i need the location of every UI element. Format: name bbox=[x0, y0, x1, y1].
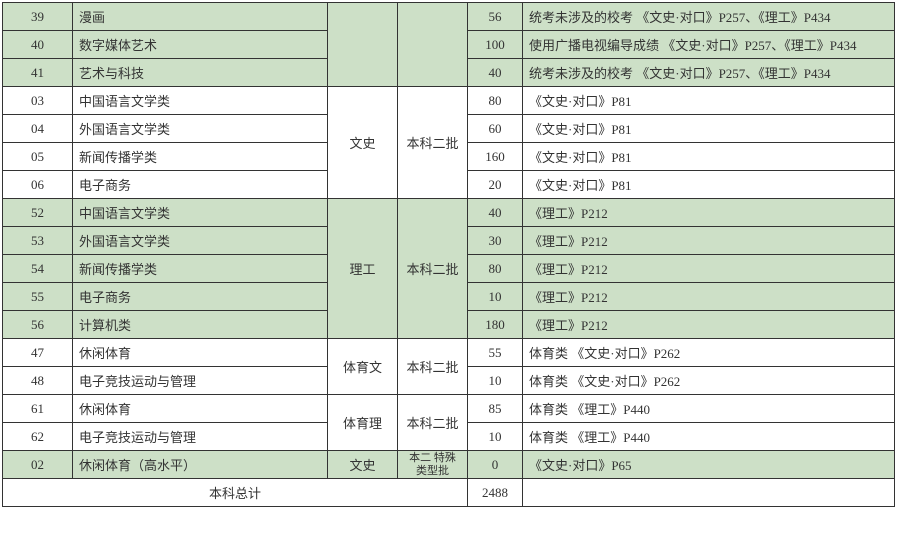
row-major: 电子竞技运动与管理 bbox=[73, 367, 328, 395]
row-major: 艺术与科技 bbox=[73, 59, 328, 87]
row-note: 《文史·对口》P81 bbox=[523, 115, 895, 143]
row-note: 使用广播电视编导成绩 《文史·对口》P257、《理工》P434 bbox=[523, 31, 895, 59]
row-code: 03 bbox=[3, 87, 73, 115]
row-note: 《理工》P212 bbox=[523, 255, 895, 283]
row-category: 理工 bbox=[328, 199, 398, 339]
row-major: 数字媒体艺术 bbox=[73, 31, 328, 59]
row-code: 61 bbox=[3, 395, 73, 423]
row-category: 体育理 bbox=[328, 395, 398, 451]
row-note: 《文史·对口》P81 bbox=[523, 143, 895, 171]
table-row: 61休闲体育体育理本科二批85体育类 《理工》P440 bbox=[3, 395, 895, 423]
row-number: 100 bbox=[468, 31, 523, 59]
row-code: 04 bbox=[3, 115, 73, 143]
row-note: 《理工》P212 bbox=[523, 311, 895, 339]
row-note: 《理工》P212 bbox=[523, 199, 895, 227]
row-number: 20 bbox=[468, 171, 523, 199]
row-major: 电子商务 bbox=[73, 283, 328, 311]
total-row: 本科总计2488 bbox=[3, 479, 895, 507]
table-row: 47休闲体育体育文本科二批55体育类 《文史·对口》P262 bbox=[3, 339, 895, 367]
row-major: 漫画 bbox=[73, 3, 328, 31]
row-number: 30 bbox=[468, 227, 523, 255]
row-number: 80 bbox=[468, 87, 523, 115]
row-major: 电子商务 bbox=[73, 171, 328, 199]
row-number: 10 bbox=[468, 423, 523, 451]
row-code: 39 bbox=[3, 3, 73, 31]
row-major: 新闻传播学类 bbox=[73, 255, 328, 283]
row-number: 85 bbox=[468, 395, 523, 423]
row-batch: 本科二批 bbox=[398, 339, 468, 395]
row-note: 《文史·对口》P65 bbox=[523, 451, 895, 479]
row-major: 计算机类 bbox=[73, 311, 328, 339]
row-number: 56 bbox=[468, 3, 523, 31]
row-note: 《文史·对口》P81 bbox=[523, 87, 895, 115]
row-code: 05 bbox=[3, 143, 73, 171]
majors-table: 39漫画56统考未涉及的校考 《文史·对口》P257、《理工》P43440数字媒… bbox=[2, 2, 895, 507]
table-row: 02休闲体育（高水平）文史本二 特殊类型批0《文史·对口》P65 bbox=[3, 451, 895, 479]
row-number: 60 bbox=[468, 115, 523, 143]
row-note: 统考未涉及的校考 《文史·对口》P257、《理工》P434 bbox=[523, 3, 895, 31]
row-code: 56 bbox=[3, 311, 73, 339]
total-label: 本科总计 bbox=[3, 479, 468, 507]
row-note: 《理工》P212 bbox=[523, 227, 895, 255]
row-number: 180 bbox=[468, 311, 523, 339]
row-number: 160 bbox=[468, 143, 523, 171]
row-batch: 本科二批 bbox=[398, 87, 468, 199]
row-batch bbox=[398, 3, 468, 87]
row-code: 62 bbox=[3, 423, 73, 451]
row-category: 文史 bbox=[328, 451, 398, 479]
row-code: 47 bbox=[3, 339, 73, 367]
row-code: 41 bbox=[3, 59, 73, 87]
table-row: 52中国语言文学类理工本科二批40《理工》P212 bbox=[3, 199, 895, 227]
row-note: 《文史·对口》P81 bbox=[523, 171, 895, 199]
row-code: 53 bbox=[3, 227, 73, 255]
row-code: 52 bbox=[3, 199, 73, 227]
row-major: 外国语言文学类 bbox=[73, 115, 328, 143]
row-code: 54 bbox=[3, 255, 73, 283]
row-number: 10 bbox=[468, 283, 523, 311]
row-note: 体育类 《理工》P440 bbox=[523, 423, 895, 451]
row-major: 休闲体育 bbox=[73, 395, 328, 423]
total-note bbox=[523, 479, 895, 507]
row-major: 休闲体育 bbox=[73, 339, 328, 367]
row-note: 《理工》P212 bbox=[523, 283, 895, 311]
row-batch: 本科二批 bbox=[398, 395, 468, 451]
row-number: 80 bbox=[468, 255, 523, 283]
row-note: 体育类 《文史·对口》P262 bbox=[523, 339, 895, 367]
row-note: 统考未涉及的校考 《文史·对口》P257、《理工》P434 bbox=[523, 59, 895, 87]
row-code: 55 bbox=[3, 283, 73, 311]
row-batch: 本科二批 bbox=[398, 199, 468, 339]
row-category: 体育文 bbox=[328, 339, 398, 395]
table-row: 03中国语言文学类文史本科二批80《文史·对口》P81 bbox=[3, 87, 895, 115]
row-category: 文史 bbox=[328, 87, 398, 199]
row-major: 新闻传播学类 bbox=[73, 143, 328, 171]
row-category bbox=[328, 3, 398, 87]
row-code: 06 bbox=[3, 171, 73, 199]
row-code: 40 bbox=[3, 31, 73, 59]
table-row: 39漫画 56统考未涉及的校考 《文史·对口》P257、《理工》P434 bbox=[3, 3, 895, 31]
row-major: 外国语言文学类 bbox=[73, 227, 328, 255]
row-major: 中国语言文学类 bbox=[73, 199, 328, 227]
row-number: 40 bbox=[468, 199, 523, 227]
row-code: 48 bbox=[3, 367, 73, 395]
row-number: 40 bbox=[468, 59, 523, 87]
row-batch: 本二 特殊类型批 bbox=[398, 451, 468, 479]
row-note: 体育类 《文史·对口》P262 bbox=[523, 367, 895, 395]
total-number: 2488 bbox=[468, 479, 523, 507]
row-note: 体育类 《理工》P440 bbox=[523, 395, 895, 423]
row-major: 电子竞技运动与管理 bbox=[73, 423, 328, 451]
row-number: 55 bbox=[468, 339, 523, 367]
row-number: 0 bbox=[468, 451, 523, 479]
row-code: 02 bbox=[3, 451, 73, 479]
row-major: 中国语言文学类 bbox=[73, 87, 328, 115]
row-number: 10 bbox=[468, 367, 523, 395]
row-major: 休闲体育（高水平） bbox=[73, 451, 328, 479]
